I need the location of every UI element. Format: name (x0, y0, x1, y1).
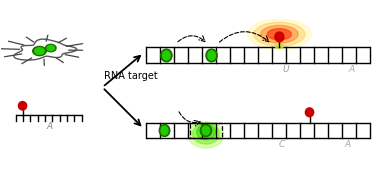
Text: C: C (278, 140, 284, 149)
Ellipse shape (161, 126, 168, 135)
Ellipse shape (19, 101, 27, 110)
Circle shape (267, 29, 291, 40)
Ellipse shape (200, 124, 212, 137)
Text: A: A (349, 65, 355, 74)
Text: U: U (283, 65, 290, 74)
Circle shape (260, 25, 298, 43)
Ellipse shape (197, 124, 215, 140)
Text: A: A (344, 140, 350, 149)
Circle shape (247, 19, 311, 49)
Circle shape (254, 22, 305, 46)
Ellipse shape (206, 49, 217, 62)
Ellipse shape (33, 46, 46, 56)
Ellipse shape (161, 49, 172, 62)
Ellipse shape (305, 108, 314, 117)
Ellipse shape (275, 44, 284, 49)
Text: A: A (46, 122, 53, 131)
Ellipse shape (35, 48, 44, 54)
Ellipse shape (45, 44, 56, 52)
Ellipse shape (159, 124, 170, 137)
Ellipse shape (188, 122, 224, 148)
Polygon shape (14, 39, 77, 60)
Ellipse shape (275, 32, 284, 42)
Ellipse shape (192, 123, 220, 144)
Ellipse shape (47, 45, 54, 51)
Ellipse shape (208, 51, 215, 60)
Ellipse shape (163, 51, 170, 60)
Text: RNA target: RNA target (104, 71, 158, 81)
Ellipse shape (202, 126, 210, 135)
